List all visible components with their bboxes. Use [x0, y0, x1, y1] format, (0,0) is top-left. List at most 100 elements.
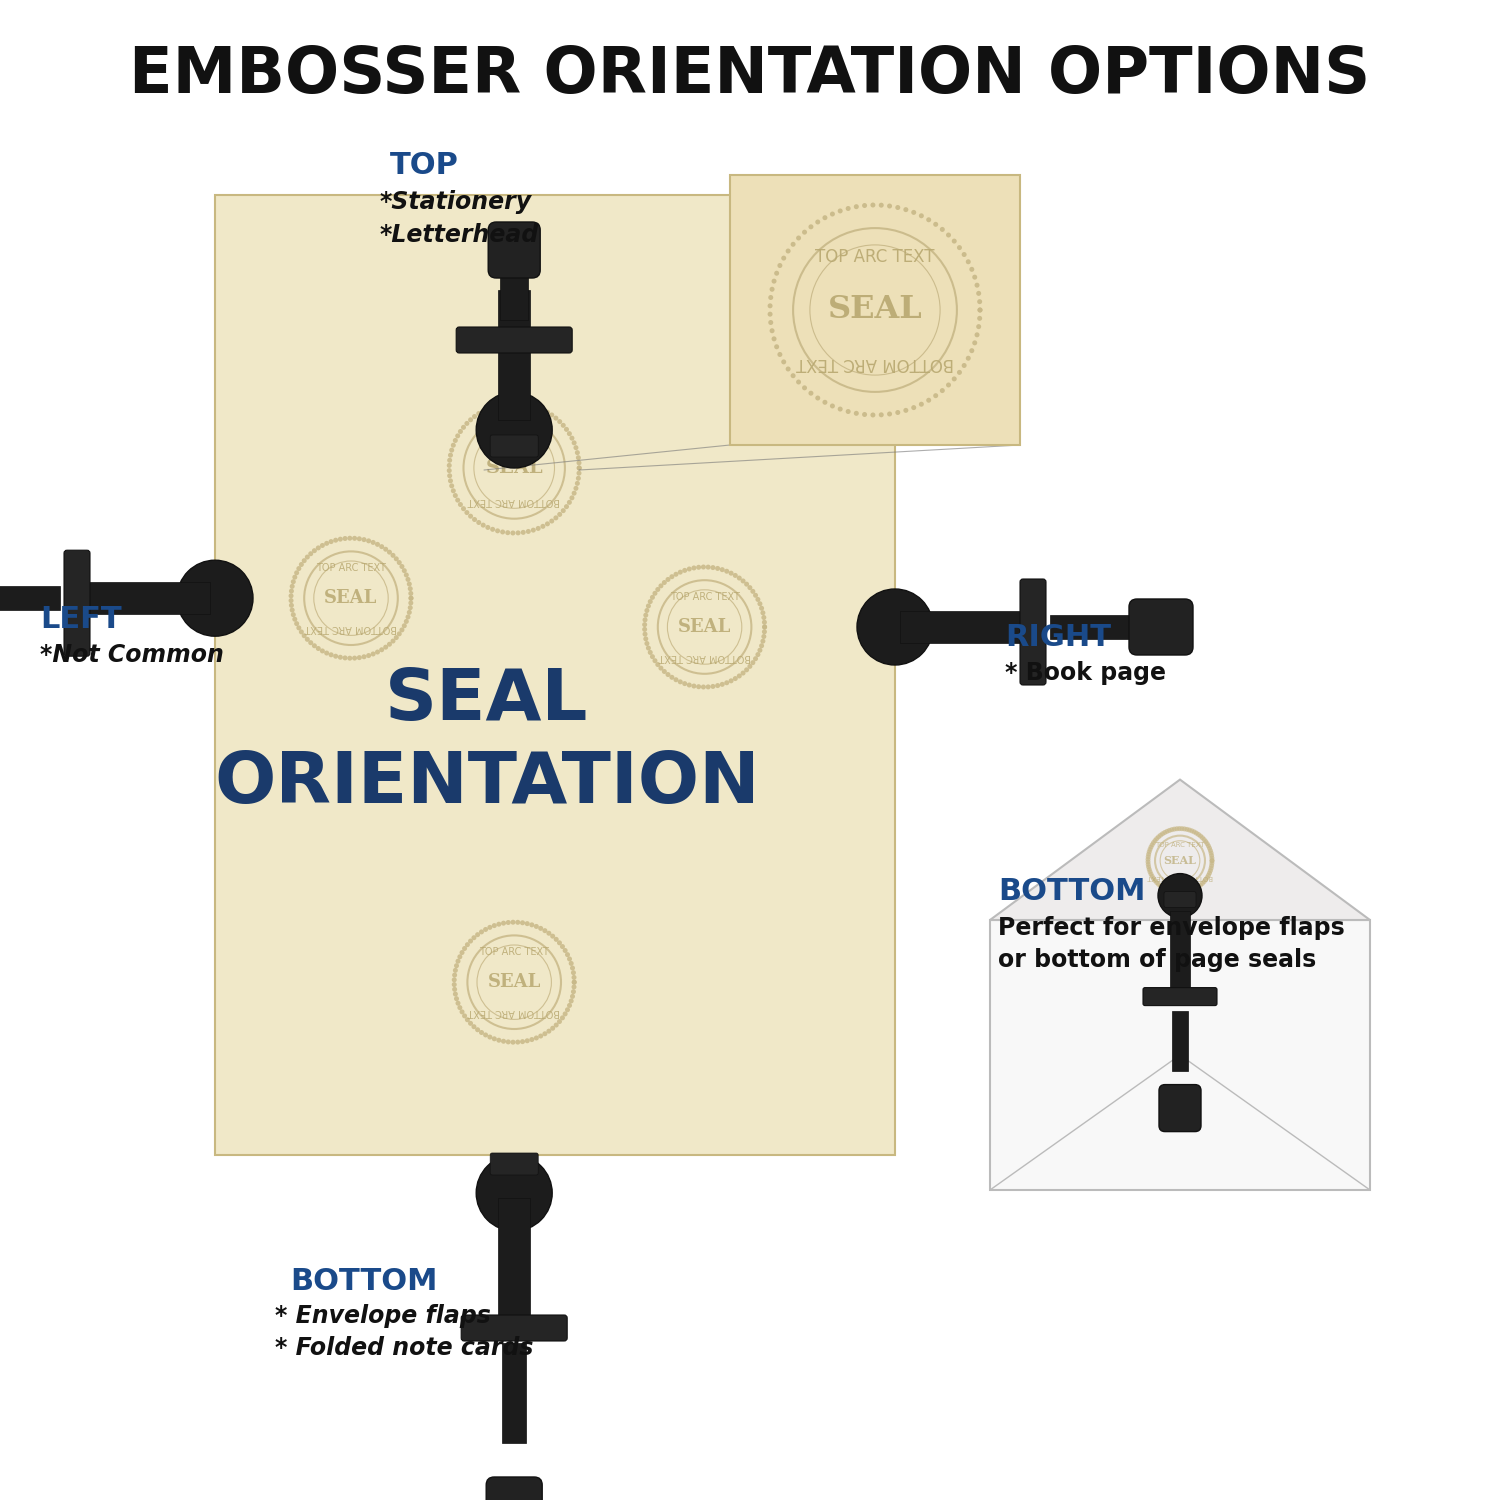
Circle shape	[462, 1014, 466, 1019]
Circle shape	[390, 554, 396, 558]
Circle shape	[460, 424, 466, 430]
Text: SEAL: SEAL	[1164, 855, 1197, 865]
Circle shape	[969, 267, 975, 272]
Circle shape	[328, 652, 333, 657]
Circle shape	[453, 992, 458, 996]
Circle shape	[362, 537, 366, 542]
Circle shape	[1206, 843, 1210, 849]
Circle shape	[370, 651, 375, 657]
Text: TOP ARC TEXT: TOP ARC TEXT	[816, 249, 934, 267]
Circle shape	[729, 678, 734, 684]
Circle shape	[1200, 880, 1204, 886]
Circle shape	[966, 356, 970, 360]
Text: * Book page: * Book page	[1005, 662, 1166, 686]
FancyBboxPatch shape	[488, 222, 540, 278]
Circle shape	[682, 681, 687, 686]
Circle shape	[554, 516, 558, 520]
Text: TOP ARC TEXT: TOP ARC TEXT	[1155, 842, 1204, 848]
Circle shape	[682, 568, 687, 573]
Circle shape	[946, 232, 951, 237]
Circle shape	[978, 308, 982, 312]
Circle shape	[771, 336, 777, 342]
Circle shape	[711, 684, 716, 688]
Circle shape	[366, 652, 370, 658]
Circle shape	[1179, 827, 1185, 831]
Circle shape	[1190, 888, 1194, 892]
Circle shape	[546, 930, 552, 936]
Circle shape	[662, 669, 668, 674]
Circle shape	[342, 536, 348, 542]
Circle shape	[394, 634, 399, 640]
Circle shape	[674, 676, 678, 682]
Circle shape	[468, 417, 472, 423]
Circle shape	[771, 279, 777, 284]
Circle shape	[790, 374, 795, 378]
Circle shape	[472, 414, 477, 419]
Circle shape	[447, 458, 452, 464]
Circle shape	[560, 1016, 566, 1020]
Circle shape	[292, 574, 297, 579]
Text: LEFT: LEFT	[40, 606, 122, 634]
Circle shape	[312, 644, 316, 648]
Circle shape	[454, 433, 460, 438]
FancyBboxPatch shape	[490, 435, 538, 457]
Circle shape	[903, 207, 909, 212]
Circle shape	[382, 645, 388, 650]
Circle shape	[544, 410, 550, 414]
Circle shape	[822, 400, 828, 405]
FancyBboxPatch shape	[503, 1342, 526, 1443]
Circle shape	[573, 446, 579, 450]
Circle shape	[530, 922, 534, 927]
Circle shape	[1167, 828, 1172, 833]
Circle shape	[452, 442, 456, 447]
Circle shape	[687, 567, 692, 572]
Circle shape	[1191, 886, 1197, 892]
Circle shape	[459, 1010, 465, 1014]
Circle shape	[644, 636, 648, 642]
Circle shape	[516, 1040, 520, 1044]
Circle shape	[576, 476, 580, 482]
Circle shape	[506, 1040, 510, 1044]
Circle shape	[762, 630, 766, 634]
Circle shape	[530, 1036, 534, 1042]
Circle shape	[768, 320, 772, 326]
Circle shape	[933, 222, 938, 226]
Circle shape	[774, 345, 778, 350]
Circle shape	[380, 544, 384, 549]
Circle shape	[656, 662, 660, 668]
Circle shape	[302, 633, 306, 638]
Text: SEAL: SEAL	[488, 974, 542, 992]
Circle shape	[490, 526, 495, 532]
Circle shape	[510, 531, 516, 536]
Circle shape	[886, 204, 892, 209]
Circle shape	[375, 650, 380, 654]
Circle shape	[562, 1011, 567, 1017]
Circle shape	[294, 621, 298, 626]
Circle shape	[298, 630, 304, 634]
Text: * Folded note cards: * Folded note cards	[274, 1336, 534, 1360]
Circle shape	[460, 506, 466, 512]
Circle shape	[669, 574, 675, 579]
Circle shape	[387, 549, 392, 555]
Circle shape	[566, 1008, 570, 1013]
Circle shape	[486, 406, 490, 411]
Circle shape	[1194, 831, 1198, 836]
Circle shape	[320, 648, 326, 654]
Text: BOTTOM: BOTTOM	[290, 1268, 438, 1296]
Circle shape	[531, 528, 536, 532]
Circle shape	[972, 340, 976, 345]
Circle shape	[1158, 884, 1162, 888]
Circle shape	[572, 984, 576, 990]
Circle shape	[562, 948, 567, 952]
Text: RIGHT: RIGHT	[1005, 624, 1112, 652]
Circle shape	[465, 1017, 470, 1022]
FancyBboxPatch shape	[730, 176, 1020, 446]
Circle shape	[328, 538, 333, 544]
Circle shape	[747, 664, 753, 669]
Circle shape	[510, 1040, 516, 1044]
Circle shape	[402, 624, 406, 628]
Circle shape	[646, 603, 651, 609]
Circle shape	[506, 400, 510, 406]
Circle shape	[500, 402, 506, 406]
Circle shape	[408, 600, 414, 606]
